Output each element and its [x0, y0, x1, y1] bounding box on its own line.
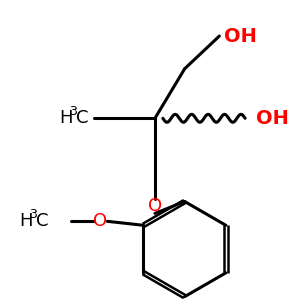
Text: OH: OH — [256, 109, 289, 128]
Text: H: H — [19, 212, 33, 230]
Text: 3: 3 — [29, 208, 37, 221]
Text: O: O — [93, 212, 107, 230]
Text: H: H — [59, 109, 72, 127]
Text: O: O — [148, 197, 162, 215]
Text: 3: 3 — [69, 105, 77, 118]
Text: C: C — [76, 109, 88, 127]
Text: C: C — [36, 212, 49, 230]
Text: OH: OH — [224, 27, 257, 46]
